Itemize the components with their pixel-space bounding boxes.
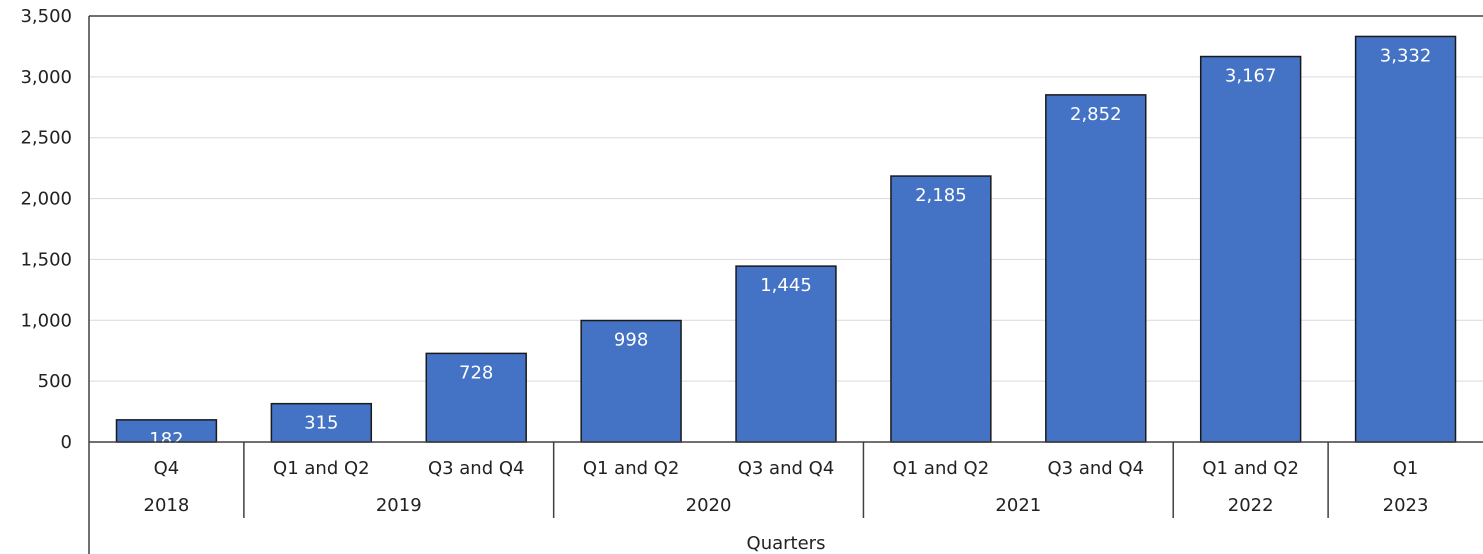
x-category-label: Q1 and Q2: [273, 458, 370, 479]
y-tick-label: 500: [38, 371, 72, 392]
x-group-label: 2018: [144, 495, 190, 516]
y-tick-label: 3,000: [20, 67, 72, 88]
data-label: 3,167: [1225, 66, 1277, 87]
data-label: 1,445: [760, 275, 812, 296]
x-category-label: Q3 and Q4: [738, 458, 835, 479]
y-tick-label: 0: [61, 432, 72, 453]
data-label: 728: [459, 362, 493, 383]
axes: [88, 15, 1483, 554]
data-label: 3,332: [1380, 45, 1432, 66]
bars: 182 315 728 998 1,445 2,185 2,852 3,167 3,332: [115, 35, 1457, 450]
bar: [1045, 94, 1147, 443]
data-label: 2,852: [1070, 104, 1122, 125]
x-axis-title: Quarters: [747, 533, 826, 554]
bar: [1354, 35, 1457, 443]
x-category-label: Q3 and Q4: [1047, 458, 1144, 479]
bar: [1199, 55, 1302, 443]
x-category-label: Q4: [154, 458, 180, 479]
y-tick-label: 2,000: [20, 189, 72, 210]
x-category-label: Q1 and Q2: [1202, 458, 1299, 479]
bar: [735, 265, 837, 443]
x-category-label: Q1: [1393, 458, 1419, 479]
x-group-label: 2020: [686, 495, 732, 516]
y-tick-label: 2,500: [20, 128, 72, 149]
x-group-label: 2021: [995, 495, 1041, 516]
data-label: 998: [614, 330, 648, 351]
x-group-label: 2019: [376, 495, 422, 516]
bar: [425, 352, 527, 443]
x-group-label: 2023: [1383, 495, 1429, 516]
bar: [270, 402, 373, 443]
y-tick-label: 1,500: [20, 249, 72, 270]
data-label: 182: [149, 429, 183, 450]
x-category-label: Q3 and Q4: [428, 458, 525, 479]
data-label: 315: [304, 413, 338, 434]
x-axis-groups: 2018 2019 2020 2021 2022 2023: [144, 442, 1429, 518]
x-group-label: 2022: [1228, 495, 1274, 516]
x-category-label: Q1 and Q2: [893, 458, 990, 479]
y-axis-ticks: 0 500 1,000 1,500 2,000 2,500 3,000 3,500: [20, 6, 72, 453]
y-tick-label: 3,500: [20, 6, 72, 27]
data-label: 2,185: [915, 185, 967, 206]
x-category-label: Q1 and Q2: [583, 458, 680, 479]
bar: [890, 175, 992, 443]
x-axis-categories: Q4 Q1 and Q2 Q3 and Q4 Q1 and Q2 Q3 and Q4 Q1…: [154, 458, 1419, 479]
y-tick-label: 1,000: [20, 310, 72, 331]
